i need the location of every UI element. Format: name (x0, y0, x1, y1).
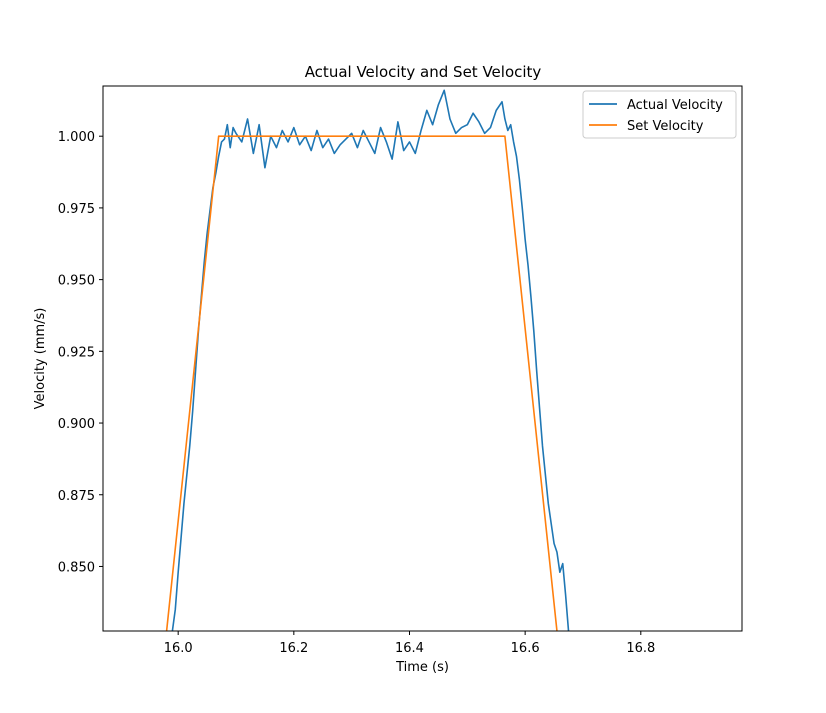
y-tick-label: 0.925 (58, 345, 95, 360)
y-tick-label: 0.850 (58, 560, 95, 575)
legend-box (582, 90, 737, 139)
plot-area (165, 89, 570, 631)
y-tick-label: 0.875 (58, 489, 95, 504)
y-tick-label: 0.950 (58, 274, 95, 289)
y-tick-label: 1.000 (58, 130, 95, 145)
x-tick-label: 16.6 (511, 641, 540, 656)
y-tick-label: 0.975 (58, 202, 95, 217)
y-axis-label: Velocity (mm/s) (33, 308, 48, 410)
x-tick-label: 16.8 (626, 641, 655, 656)
x-tick-label: 16.4 (395, 641, 424, 656)
legend-label: Actual Velocity (627, 98, 723, 113)
axes-frame (102, 85, 743, 632)
y-axis: 0.850 0.875 0.900 0.925 0.950 0.975 1.000 (58, 130, 103, 575)
x-tick-label: 16.2 (279, 641, 308, 656)
series-line-set-velocity (165, 135, 558, 631)
series-line-actual-velocity (171, 89, 570, 631)
chart-title: Actual Velocity and Set Velocity (305, 63, 542, 81)
x-axis: 16.0 16.2 16.4 16.6 16.8 (164, 631, 655, 656)
legend-label: Set Velocity (627, 119, 704, 134)
x-axis-label: Time (s) (395, 660, 449, 675)
x-tick-label: 16.0 (164, 641, 193, 656)
y-tick-label: 0.900 (58, 417, 95, 432)
legend: Actual Velocity Set Velocity (582, 90, 737, 139)
